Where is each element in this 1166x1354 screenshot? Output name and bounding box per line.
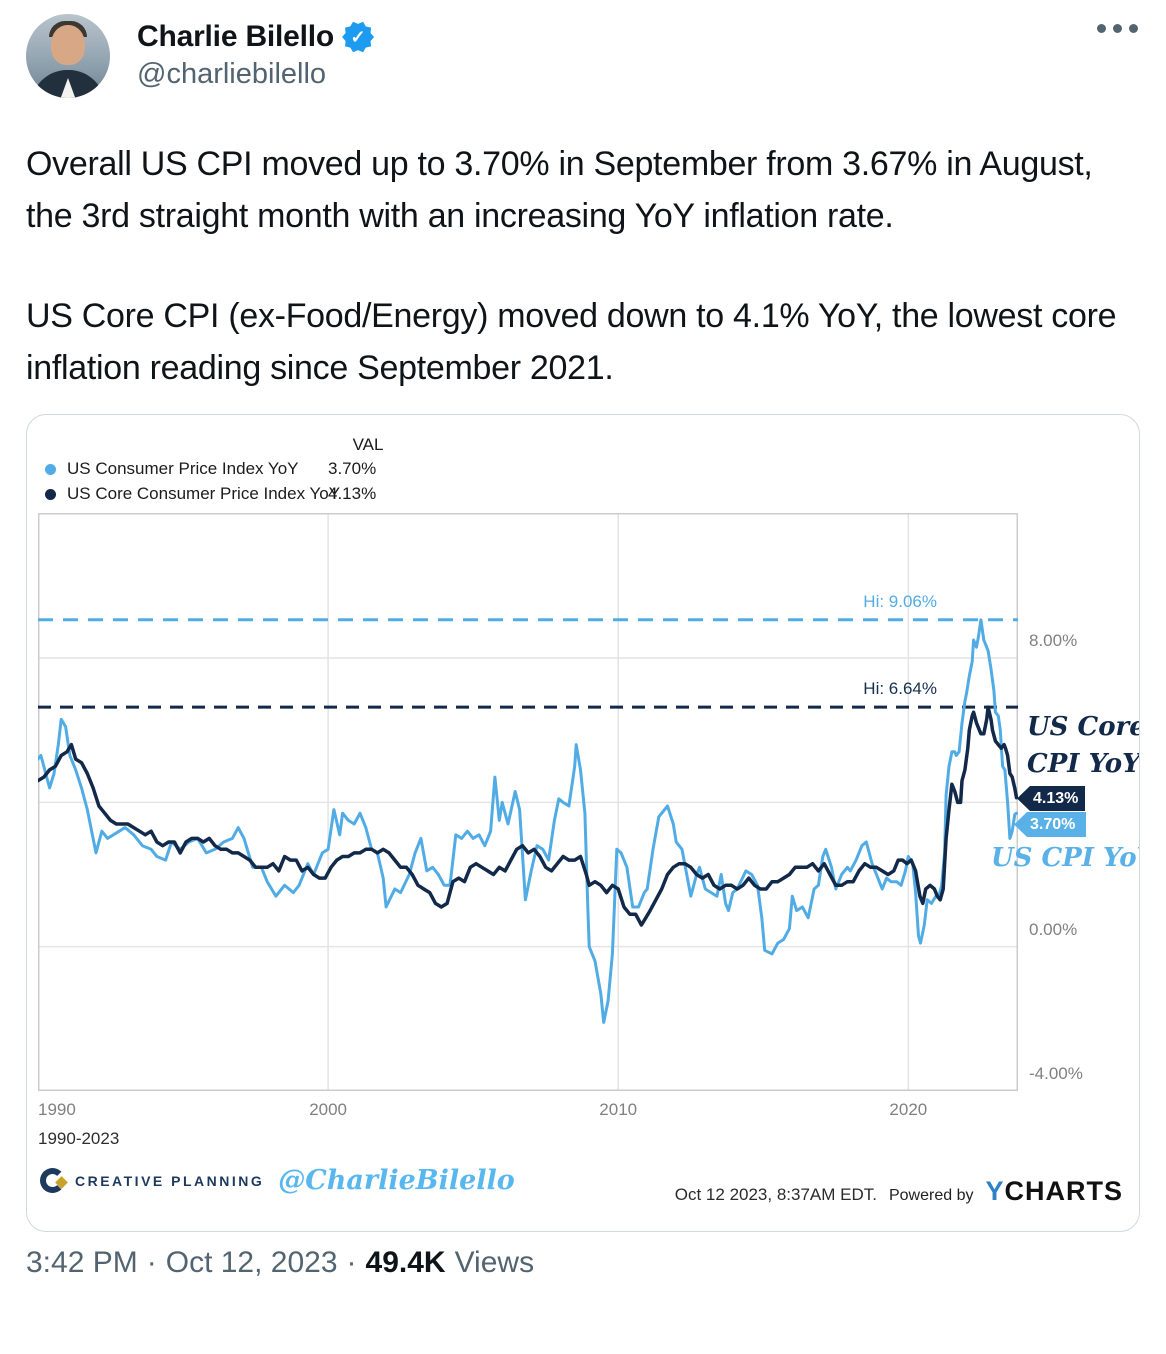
tweet-card: Charlie Bilello ✓ @charliebilello Overal… [26, 14, 1140, 1280]
cpi-line-annotation: US CPI YoY [991, 843, 1140, 873]
cpi-value-badge: 3.70% [1014, 812, 1086, 837]
verified-badge-icon: ✓ [342, 21, 375, 53]
branding-row: CREATIVE PLANNING @CharlieBilello [40, 1165, 515, 1196]
powered-by-label: Powered by [888, 1187, 974, 1204]
legend-value-core: 4.13% [328, 484, 377, 503]
plot-area [38, 513, 1018, 1091]
meta-separator: · [146, 1246, 157, 1279]
chart-timestamp: Oct 12 2023, 8:37AM EDT. [674, 1185, 877, 1204]
x-axis-tick: 2020 [889, 1100, 928, 1119]
legend-val-header: VAL [352, 435, 384, 454]
meta-separator: · [346, 1246, 357, 1279]
core-line-annotation: US Core CPI YoY [1027, 712, 1140, 779]
tweet-meta: 3:42 PM · Oct 12, 2023 · 49.4K Views [26, 1246, 1140, 1280]
cpi-series-dot-icon [45, 463, 56, 475]
legend-row-core: US Core Consumer Price Index YoY 4.13% [45, 484, 376, 504]
user-handle[interactable]: @charliebilello [137, 58, 327, 90]
x-axis-tick: 1990 [38, 1100, 76, 1119]
hi-annotation-cpi: Hi: 9.06% [863, 591, 937, 611]
y-axis-tick: 8.00% [1029, 631, 1078, 651]
display-name[interactable]: Charlie Bilello [137, 20, 335, 53]
creative-planning-logo-icon [40, 1168, 68, 1193]
chart-footer-right: Oct 12 2023, 8:37AM EDT. Powered by YCHA… [675, 1176, 1123, 1207]
ycharts-logo: YCHARTS [985, 1176, 1123, 1206]
chart-author-handle: @CharlieBilello [278, 1165, 515, 1196]
x-axis-tick: 2000 [309, 1100, 348, 1119]
tweet-header: Charlie Bilello ✓ @charliebilello [26, 14, 1140, 98]
hi-annotation-core: Hi: 6.64% [863, 679, 937, 699]
core-series-dot-icon [45, 488, 56, 500]
more-menu-icon[interactable] [1095, 14, 1140, 43]
date-range-label: 1990-2023 [38, 1129, 120, 1148]
post-date: Oct 12, 2023 [165, 1246, 338, 1279]
creative-planning-wordmark: CREATIVE PLANNING [75, 1172, 265, 1189]
y-axis-tick: 0.00% [1029, 919, 1078, 939]
chart-image[interactable]: VAL US Consumer Price Index YoY 3.70% US… [26, 414, 1140, 1232]
legend-label-core: US Core Consumer Price Index YoY [67, 484, 341, 503]
post-time: 3:42 PM [26, 1246, 138, 1279]
legend-label-cpi: US Consumer Price Index YoY [67, 459, 299, 478]
x-axis-tick: 2010 [599, 1100, 638, 1119]
legend-row-cpi: US Consumer Price Index YoY 3.70% [45, 459, 376, 479]
core-value-badge: 4.13% [1017, 786, 1085, 811]
y-axis-tick: -4.00% [1029, 1064, 1083, 1083]
legend-value-cpi: 3.70% [328, 459, 377, 478]
tweet-paragraph-2: US Core CPI (ex-Food/Energy) moved down … [26, 297, 1117, 387]
avatar[interactable] [26, 14, 110, 98]
views-label: Views [454, 1246, 535, 1279]
author-block: Charlie Bilello ✓ @charliebilello [137, 14, 375, 91]
views-count[interactable]: 49.4K [365, 1246, 446, 1279]
tweet-text: Overall US CPI moved up to 3.70% in Sept… [26, 138, 1138, 394]
avatar-face [51, 25, 85, 65]
tweet-paragraph-1: Overall US CPI moved up to 3.70% in Sept… [26, 145, 1093, 235]
